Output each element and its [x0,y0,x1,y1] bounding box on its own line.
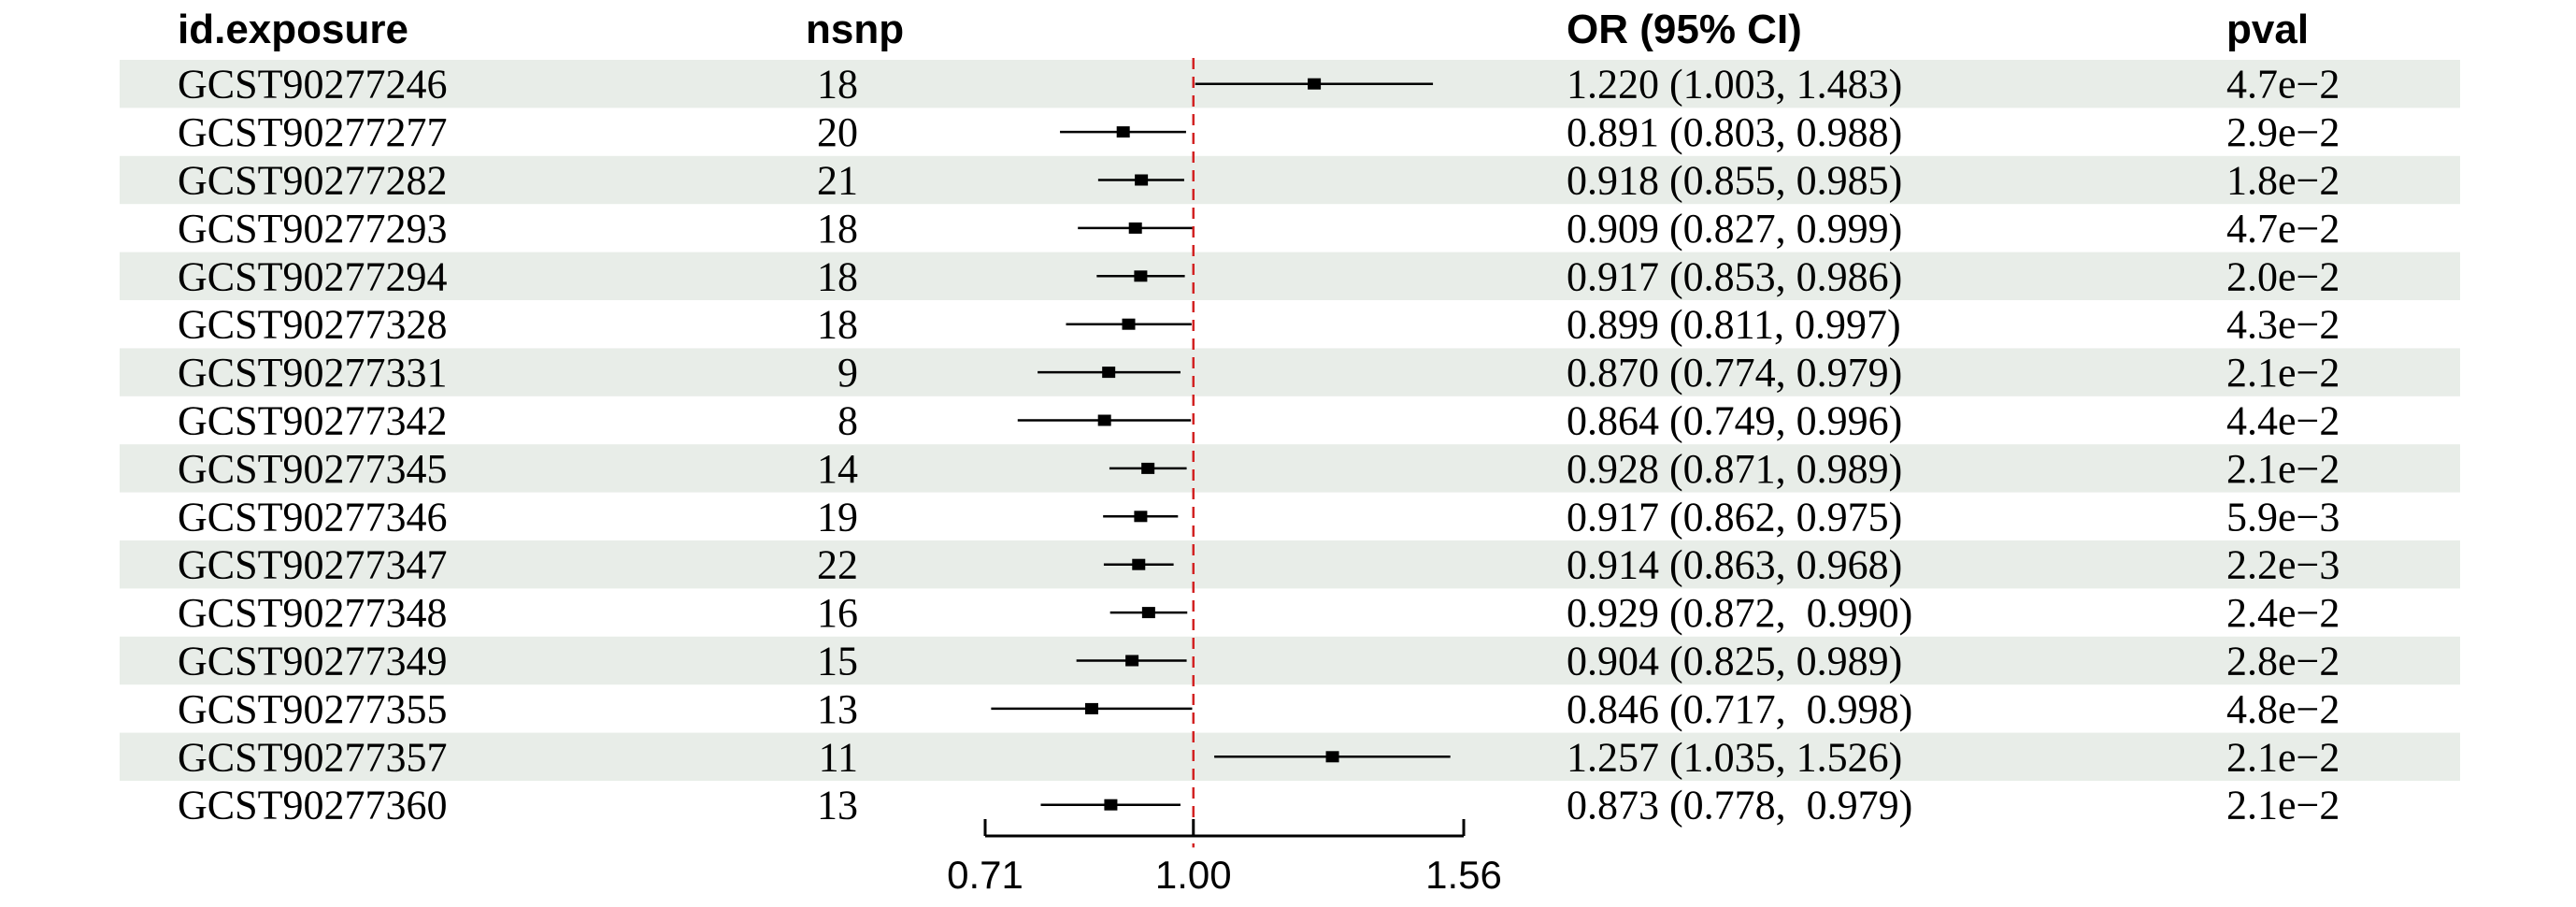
exposure-id: GCST90277342 [178,398,447,444]
exposure-id: GCST90277331 [178,350,447,396]
exposure-id: GCST90277355 [178,686,447,732]
or-point [1122,318,1136,330]
or-ci-value: 0.917 (0.862, 0.975) [1567,494,1902,540]
exposure-id: GCST90277294 [178,253,447,299]
or-ci-value: 0.846 (0.717, 0.998) [1567,686,1912,732]
nsnp-value: 21 [817,158,858,204]
result-table: GCST90277246 18 1.220 (1.003, 1.483) 4.7e−2… [178,62,2340,828]
pval-value: 2.9e−2 [2226,109,2340,155]
or-ci-value: 0.870 (0.774, 0.979) [1567,350,1902,396]
forest-marks [991,58,1451,848]
nsnp-value: 18 [817,206,858,252]
header-pval: pval [2226,7,2309,52]
row-stripe [120,252,2460,300]
or-ci-value: 0.899 (0.811, 0.997) [1567,302,1901,348]
row-stripe [120,348,2460,396]
nsnp-value: 11 [819,734,858,780]
pval-value: 2.1e−2 [2226,446,2340,492]
or-ci-value: 0.904 (0.825, 0.989) [1567,639,1902,684]
nsnp-value: 13 [817,783,858,828]
exposure-id: GCST90277348 [178,590,447,636]
pval-value: 2.1e−2 [2226,350,2340,396]
x-tick-label: 1.00 [1155,853,1232,897]
nsnp-value: 8 [837,398,858,444]
pval-value: 2.2e−3 [2226,542,2340,588]
or-ci-value: 0.917 (0.853, 0.986) [1567,253,1902,299]
nsnp-value: 14 [817,446,858,492]
or-ci-value: 0.864 (0.749, 0.996) [1567,398,1902,444]
or-ci-value: 0.929 (0.872, 0.990) [1567,590,1912,636]
x-tick-label: 0.71 [947,853,1023,897]
nsnp-value: 9 [837,350,858,396]
row-stripe [120,155,2460,205]
or-ci-value: 0.873 (0.778, 0.979) [1567,783,1912,828]
or-ci-value: 0.891 (0.803, 0.988) [1567,109,1902,155]
nsnp-value: 18 [817,62,858,108]
exposure-id: GCST90277347 [178,542,447,588]
or-point [1084,702,1098,714]
or-ci-value: 1.220 (1.003, 1.483) [1567,62,1902,108]
pval-value: 4.3e−2 [2226,302,2340,348]
or-ci-value: 0.928 (0.871, 0.989) [1567,446,1902,492]
or-point [1102,367,1116,379]
x-tick-label: 1.56 [1425,853,1502,897]
row-stripe [120,444,2460,493]
exposure-id: GCST90277357 [178,734,447,780]
nsnp-value: 15 [817,639,858,684]
or-point [1134,511,1148,523]
nsnp-value: 20 [817,109,858,155]
or-point [1128,222,1142,234]
nsnp-value: 16 [817,590,858,636]
pval-value: 1.8e−2 [2226,158,2340,204]
exposure-id: GCST90277293 [178,206,447,252]
exposure-id: GCST90277345 [178,446,447,492]
nsnp-value: 19 [817,494,858,540]
or-point [1134,270,1148,282]
or-point [1308,78,1322,90]
pval-value: 5.9e−3 [2226,494,2340,540]
or-point [1132,558,1146,570]
or-point [1125,655,1139,667]
pval-value: 2.1e−2 [2226,734,2340,780]
or-point [1325,751,1339,763]
row-stripe [120,540,2460,589]
or-point [1141,462,1155,474]
or-ci-value: 0.909 (0.827, 0.999) [1567,206,1902,252]
nsnp-value: 22 [817,542,858,588]
exposure-id: GCST90277346 [178,494,447,540]
pval-value: 2.0e−2 [2226,253,2340,299]
or-point [1116,126,1130,138]
pval-value: 2.8e−2 [2226,639,2340,684]
nsnp-value: 18 [817,302,858,348]
or-ci-value: 0.914 (0.863, 0.968) [1567,542,1902,588]
or-ci-value: 0.918 (0.855, 0.985) [1567,158,1902,204]
exposure-id: GCST90277246 [178,62,447,108]
pval-value: 4.7e−2 [2226,62,2340,108]
header-nsnp: nsnp [806,7,904,52]
header-or: OR (95% CI) [1567,7,1802,52]
pval-value: 4.8e−2 [2226,686,2340,732]
or-ci-value: 1.257 (1.035, 1.526) [1567,734,1902,780]
or-point [1104,799,1118,811]
exposure-id: GCST90277277 [178,109,447,155]
header-exposure: id.exposure [178,7,408,52]
row-stripe [120,636,2460,685]
column-headers: id.exposure nsnp OR (95% CI) pval [178,7,2309,52]
pval-value: 2.1e−2 [2226,783,2340,828]
or-point [1097,414,1111,426]
exposure-id: GCST90277360 [178,783,447,828]
pval-value: 2.4e−2 [2226,590,2340,636]
exposure-id: GCST90277349 [178,639,447,684]
pval-value: 4.4e−2 [2226,398,2340,444]
row-stripes [120,60,2460,781]
x-axis: 0.71 1.00 1.56 [947,819,1502,897]
exposure-id: GCST90277282 [178,158,447,204]
nsnp-value: 13 [817,686,858,732]
exposure-id: GCST90277328 [178,302,447,348]
nsnp-value: 18 [817,253,858,299]
pval-value: 4.7e−2 [2226,206,2340,252]
or-point [1141,607,1155,619]
or-point [1135,174,1149,186]
